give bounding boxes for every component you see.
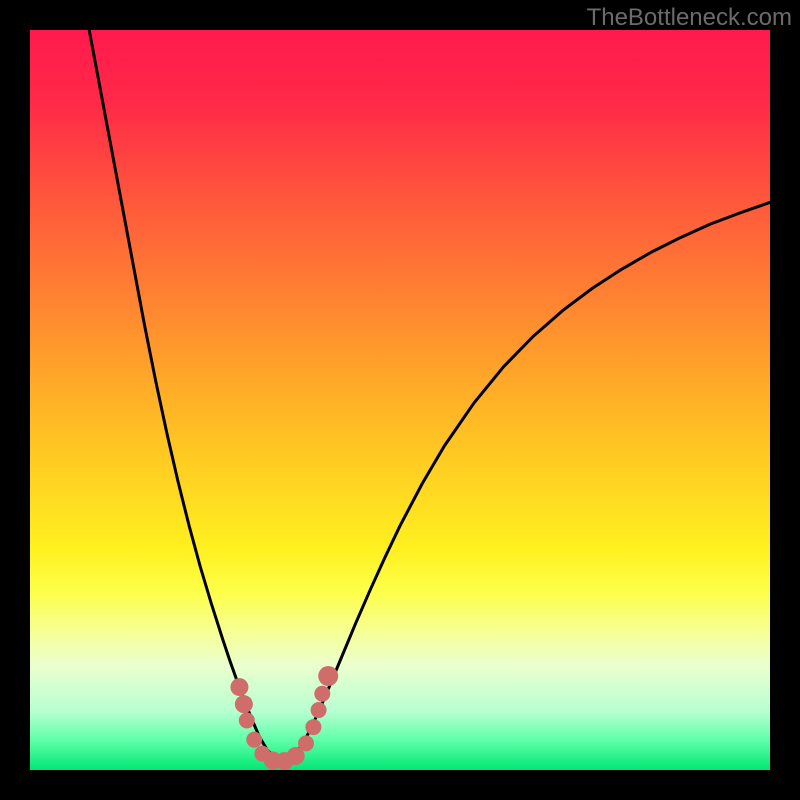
valley-marker [239, 712, 255, 728]
valley-marker [305, 719, 321, 735]
watermark-text: TheBottleneck.com [587, 4, 792, 32]
valley-marker [246, 732, 262, 748]
plot-area [30, 30, 770, 770]
chart-canvas: TheBottleneck.com [0, 0, 800, 800]
valley-marker [314, 686, 330, 702]
plot-svg [30, 30, 770, 770]
valley-marker [298, 735, 314, 751]
valley-marker [230, 678, 248, 696]
valley-marker [318, 666, 338, 686]
valley-marker [311, 702, 327, 718]
valley-marker [235, 695, 253, 713]
gradient-background [30, 30, 770, 770]
